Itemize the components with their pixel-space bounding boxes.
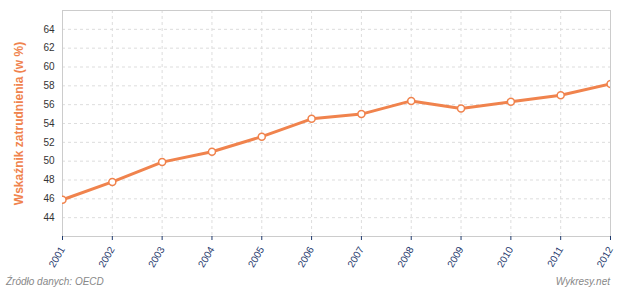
- svg-text:2008: 2008: [395, 244, 416, 269]
- svg-text:Wskaźnik zatrudnienia (w %): Wskaźnik zatrudnienia (w %): [12, 42, 26, 205]
- svg-text:62: 62: [43, 42, 55, 53]
- svg-text:2004: 2004: [196, 244, 217, 269]
- html-text:Wykresy.net: Wykresy.net: [555, 276, 610, 287]
- svg-text:64: 64: [43, 24, 55, 35]
- svg-text:2010: 2010: [495, 244, 516, 269]
- svg-text:60: 60: [43, 61, 55, 72]
- svg-text:2003: 2003: [146, 244, 167, 269]
- svg-text:2011: 2011: [545, 244, 565, 269]
- html-text:Źródło danych: OECD: Źródło danych: OECD: [6, 276, 104, 287]
- svg-text:58: 58: [43, 80, 55, 91]
- svg-text:2006: 2006: [295, 244, 316, 269]
- svg-text:46: 46: [43, 193, 55, 204]
- svg-text:54: 54: [43, 118, 55, 129]
- svg-text:2007: 2007: [345, 244, 366, 269]
- svg-text:44: 44: [43, 212, 55, 223]
- svg-text:48: 48: [43, 174, 55, 185]
- svg-text:50: 50: [43, 155, 55, 166]
- svg-text:2002: 2002: [96, 244, 117, 269]
- svg-text:56: 56: [43, 99, 55, 110]
- svg-text:2012: 2012: [594, 244, 615, 269]
- svg-text:52: 52: [43, 137, 55, 148]
- svg-text:2005: 2005: [246, 244, 267, 269]
- svg-text:2001: 2001: [46, 244, 67, 269]
- svg-text:2009: 2009: [445, 244, 466, 269]
